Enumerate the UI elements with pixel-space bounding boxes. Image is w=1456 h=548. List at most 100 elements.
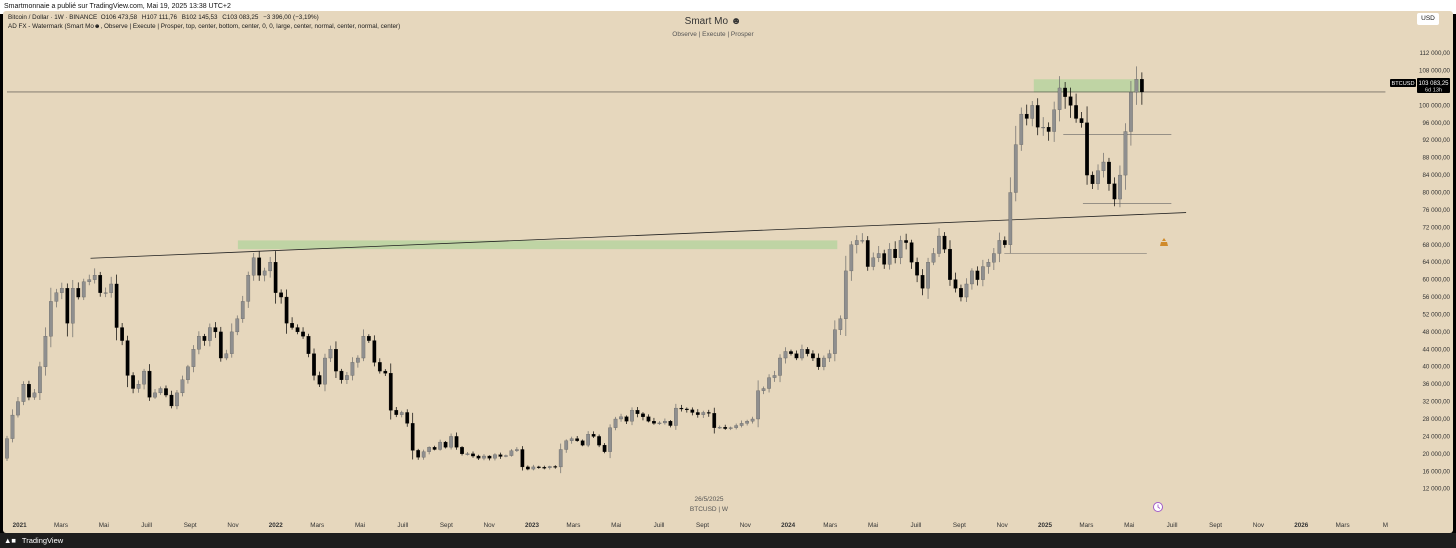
candle[interactable] [816, 353, 821, 370]
candle[interactable] [838, 315, 843, 336]
candle[interactable] [849, 241, 854, 281]
candle[interactable] [575, 435, 580, 442]
candle[interactable] [695, 409, 700, 418]
candle[interactable] [690, 407, 695, 416]
candle[interactable] [273, 251, 278, 304]
candle[interactable] [564, 439, 569, 453]
candle[interactable] [569, 436, 574, 444]
candle[interactable] [504, 454, 508, 458]
candle[interactable] [454, 432, 459, 450]
candle[interactable] [509, 449, 514, 457]
candle[interactable] [986, 258, 991, 274]
candle[interactable] [893, 241, 898, 264]
tradingview-logo-icon[interactable]: ▲■ [4, 536, 16, 545]
candle[interactable] [136, 380, 141, 393]
candle[interactable] [898, 235, 903, 265]
candle[interactable] [279, 289, 283, 304]
candle[interactable] [5, 435, 9, 461]
candle[interactable] [531, 464, 536, 471]
candle[interactable] [339, 368, 344, 384]
candle[interactable] [1013, 125, 1018, 202]
candle[interactable] [1107, 157, 1111, 191]
candle[interactable] [323, 353, 327, 392]
candle[interactable] [38, 361, 42, 400]
candle[interactable] [120, 323, 124, 346]
candle[interactable] [635, 406, 640, 418]
candle[interactable] [515, 447, 519, 452]
candle[interactable] [240, 295, 245, 323]
candle[interactable] [553, 465, 558, 469]
candle[interactable] [1041, 117, 1046, 136]
candle[interactable] [449, 433, 453, 450]
candle[interactable] [356, 355, 360, 368]
candle[interactable] [701, 410, 706, 418]
candle[interactable] [1074, 93, 1078, 123]
candle[interactable] [246, 271, 251, 308]
candle[interactable] [164, 385, 168, 398]
candle[interactable] [904, 233, 908, 250]
candle[interactable] [652, 417, 656, 425]
legend-symbol[interactable]: Bitcoin / Dollar · 1W · BINANCE [8, 14, 98, 21]
candle[interactable] [383, 369, 388, 376]
candle[interactable] [377, 358, 382, 374]
candle[interactable] [800, 344, 804, 361]
candle[interactable] [208, 323, 212, 347]
candle[interactable] [794, 350, 799, 361]
candle[interactable] [10, 409, 15, 443]
candle[interactable] [723, 424, 728, 430]
candle[interactable] [1123, 123, 1128, 190]
candle[interactable] [350, 357, 355, 381]
candle[interactable] [175, 390, 179, 410]
candle[interactable] [926, 257, 930, 299]
candle[interactable] [1112, 177, 1117, 207]
candle[interactable] [317, 371, 322, 387]
candle[interactable] [1057, 76, 1062, 122]
candle[interactable] [811, 350, 815, 361]
candle[interactable] [416, 448, 421, 460]
candle[interactable] [32, 389, 37, 400]
candle[interactable] [734, 423, 739, 430]
candle[interactable] [1079, 112, 1084, 128]
candle[interactable] [394, 406, 399, 418]
candle[interactable] [970, 268, 974, 290]
candle[interactable] [147, 364, 152, 401]
candle[interactable] [180, 375, 185, 397]
candle[interactable] [920, 269, 925, 296]
candle[interactable] [728, 426, 733, 431]
candle[interactable] [290, 317, 294, 330]
footer-brand[interactable]: TradingView [21, 536, 64, 545]
candle[interactable] [295, 324, 300, 335]
candle[interactable] [388, 363, 393, 420]
candle[interactable] [262, 267, 267, 282]
candle[interactable] [843, 255, 848, 337]
candle[interactable] [520, 446, 525, 471]
candle[interactable] [542, 465, 547, 470]
candle[interactable] [937, 228, 941, 258]
candle[interactable] [624, 415, 629, 425]
candle[interactable] [591, 431, 596, 438]
candle[interactable] [81, 278, 86, 301]
candle[interactable] [103, 287, 108, 298]
candle[interactable] [756, 380, 760, 428]
candle[interactable] [59, 282, 64, 300]
candle[interactable] [706, 409, 711, 417]
candle[interactable] [427, 446, 432, 455]
candle[interactable] [805, 347, 810, 357]
candle[interactable] [536, 465, 541, 469]
candle[interactable] [471, 451, 475, 458]
candle[interactable] [153, 389, 157, 399]
candle[interactable] [443, 440, 448, 449]
candle[interactable] [306, 333, 311, 358]
candle[interactable] [833, 320, 837, 362]
candle[interactable] [1101, 152, 1106, 178]
candle[interactable] [586, 431, 590, 448]
candle[interactable] [16, 396, 20, 418]
candle[interactable] [1024, 104, 1029, 126]
candle[interactable] [498, 452, 503, 459]
candle[interactable] [229, 323, 234, 358]
candle[interactable] [109, 276, 114, 298]
candle[interactable] [49, 287, 53, 348]
candle[interactable] [251, 252, 256, 281]
candle[interactable] [641, 412, 645, 421]
candle[interactable] [772, 370, 777, 382]
